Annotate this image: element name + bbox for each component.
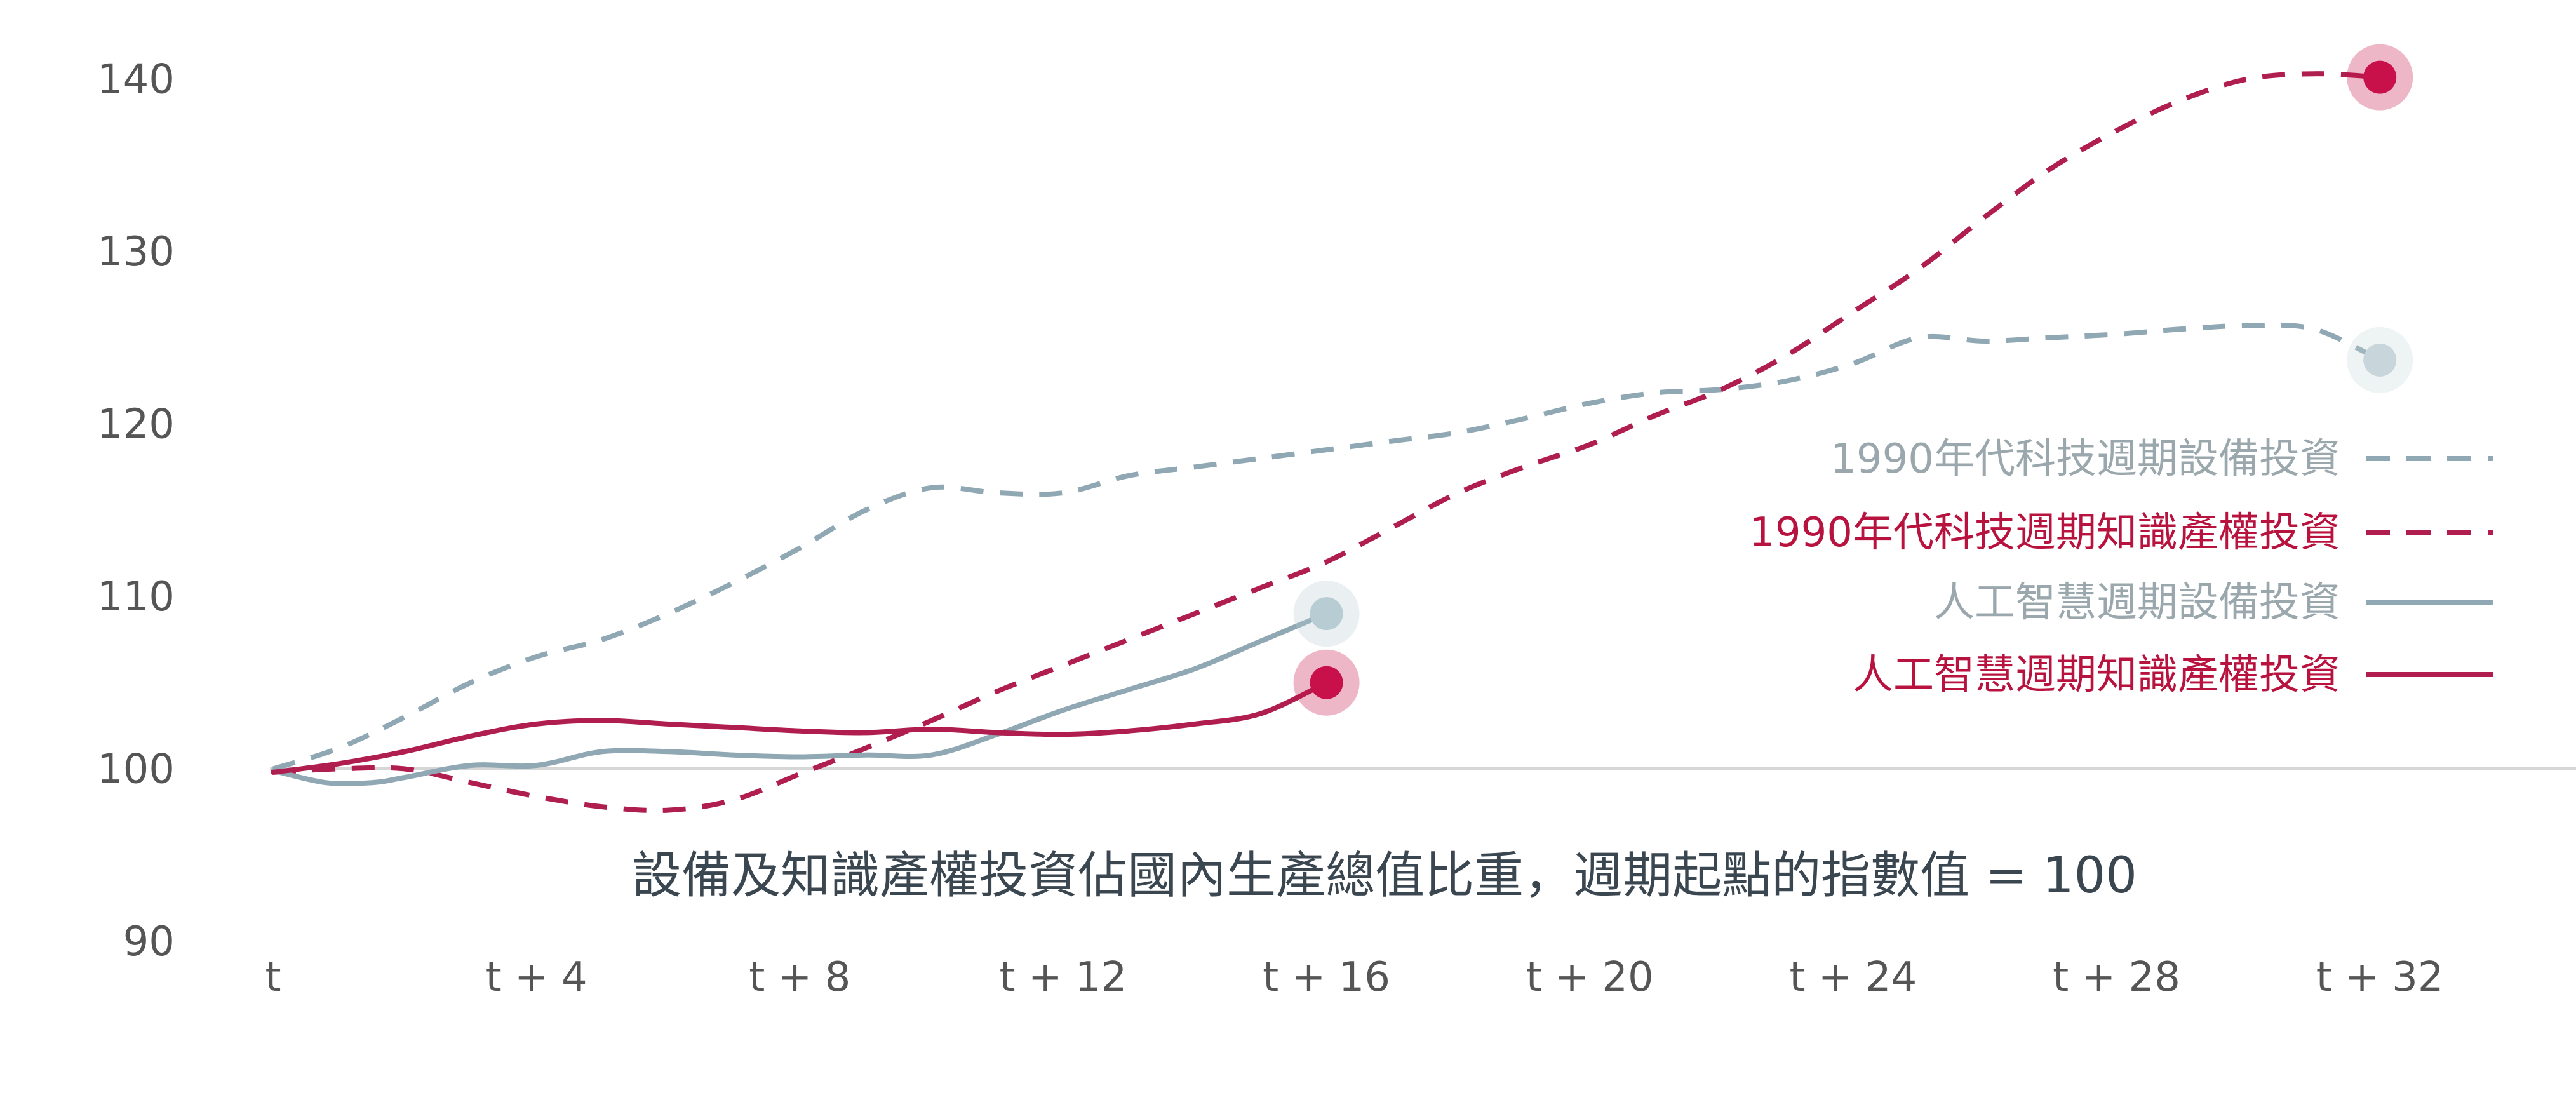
series-layer [271,71,2381,814]
legend-label-ai-ip: 人工智慧週期知識產權投資 [1853,652,2340,699]
legend-label-tech-1990s-ip: 1990年代科技週期知識產權投資 [1749,509,2340,556]
series-end-marker [2363,343,2397,377]
x-axis: t t + 4 t + 8 t + 12 t + 16 t + 20 t + 24 t + 2… [265,954,2443,1001]
x-tick-label: t + 16 [1263,954,1390,1001]
y-tick-label: 120 [97,401,175,448]
y-tick-label: 140 [97,56,175,103]
series-line-ai-ip [271,680,1329,775]
legend-label-tech-1990s-equipment: 1990年代科技週期設備投資 [1830,436,2340,483]
y-tick-label: 90 [123,918,175,965]
y-axis: 90 100 110 120 130 140 [97,56,175,965]
x-tick-label: t + 24 [1789,954,1917,1001]
x-tick-label: t + 28 [2053,954,2180,1001]
chart-subtitle: 設備及知識產權投資佔國內生產總值比重，週期起點的指數值 = 100 [632,847,2137,904]
series-end-marker [1310,666,1343,699]
series-end-marker [2363,60,2397,94]
legend-label-ai-equipment: 人工智慧週期設備投資 [1934,579,2340,626]
y-tick-label: 110 [97,574,175,621]
x-tick-label: t + 20 [1526,954,1654,1001]
marker-layer [1293,44,2413,716]
legend: 1990年代科技週期設備投資 1990年代科技週期知識產權投資人工智慧週期設備投資… [1749,436,2493,699]
series-line-tech-1990s-ip [272,71,2380,814]
y-tick-label: 130 [97,229,175,276]
x-tick-label: t + 32 [2316,954,2444,1001]
series-line-ai-equipment [271,611,1329,786]
y-tick-label: 100 [97,746,175,793]
series-line-tech-1990s-equipment [272,322,2381,772]
x-tick-label: t + 8 [749,954,850,1001]
x-tick-label: t + 4 [486,954,587,1001]
x-tick-label: t [265,954,281,1001]
x-tick-label: t + 12 [1000,954,1127,1001]
series-end-marker [1310,597,1343,631]
